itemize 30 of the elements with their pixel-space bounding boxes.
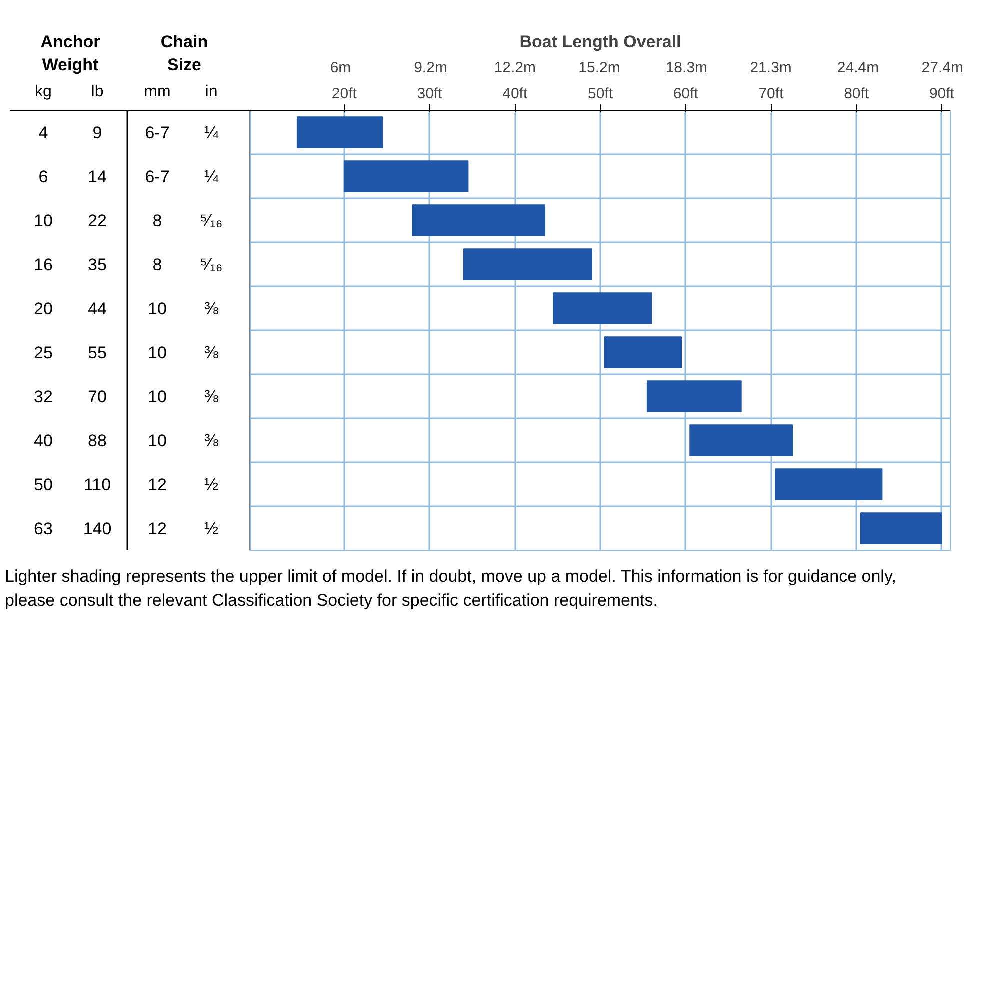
x-tick-label: 70ft (758, 86, 785, 102)
category-label: 25 55 10 ⅜ (34, 343, 219, 362)
x-tick-label: 20ft (332, 86, 358, 102)
text: kg lb mm in (35, 84, 218, 100)
text: Anchor Weight Chain Size (40, 32, 208, 74)
x-tick-label: 80ft (844, 86, 870, 102)
category-label: 40 88 10 ⅜ (34, 431, 219, 450)
x2-tick-label: 12.2m (494, 60, 536, 76)
x-tick-label: 40ft (502, 86, 528, 102)
category-label: 16 35 8 ⁵⁄₁₆ (34, 255, 223, 274)
x-tick-label: 30ft (417, 86, 444, 102)
x2-tick-label: 21.3m (750, 60, 792, 76)
x2-tick-label: 27.4m (922, 60, 964, 76)
x2-tick-label: 24.4m (837, 60, 880, 76)
category-label: 6 14 6-7 ¼ (38, 167, 219, 186)
x2-tick-label: 15.2m (578, 60, 620, 76)
text: Lighter shading represents the upper limit of model. If in doubt, move up a model. This information is for guidance only, please consult the relevant Classification Society for specific certification requirements. (5, 566, 898, 612)
x2-tick-label: 9.2m (414, 60, 448, 76)
category-label: 4 9 6-7 ¼ (38, 123, 219, 142)
category-label: 50 110 12 ½ (34, 475, 219, 494)
x2-tick-label: 18.3m (666, 60, 708, 76)
x-axis-title: Boat Length Overall (520, 32, 682, 52)
category-label: 20 44 10 ⅜ (34, 299, 219, 318)
x-tick-label: 60ft (673, 86, 700, 102)
category-label: 10 22 8 ⁵⁄₁₆ (34, 211, 223, 230)
x-tick-label: 90ft (929, 86, 956, 102)
x2-tick-label: 6m (330, 60, 352, 76)
category-label: 32 70 10 ⅜ (34, 387, 219, 406)
category-label: 63 140 12 ½ (34, 519, 219, 538)
x-tick-label: 50ft (588, 86, 614, 102)
